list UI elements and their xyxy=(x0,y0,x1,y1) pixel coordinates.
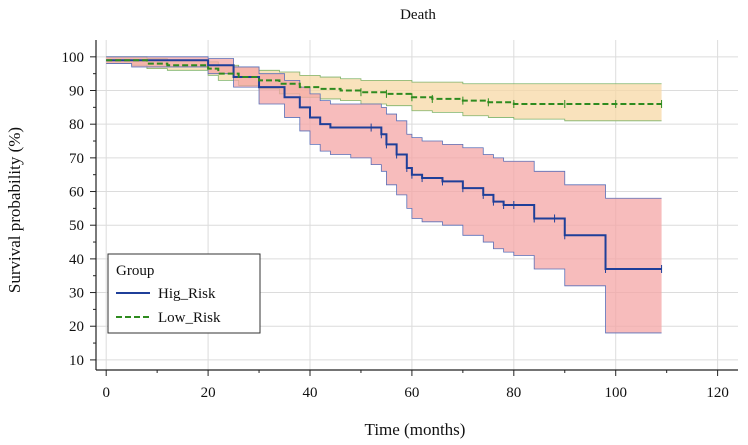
chart-title: Death xyxy=(400,7,436,23)
x-tick-label: 60 xyxy=(404,385,419,401)
y-tick-label: 100 xyxy=(62,50,85,66)
y-tick-label: 10 xyxy=(69,353,84,369)
legend-title: Group xyxy=(116,263,154,279)
x-tick-label: 0 xyxy=(102,385,110,401)
ci-lower-hig-risk xyxy=(106,63,662,334)
x-tick-label: 20 xyxy=(201,385,216,401)
series-line-low-risk xyxy=(106,59,662,105)
survival-lines xyxy=(106,59,663,273)
y-tick-label: 70 xyxy=(69,151,84,167)
legend-label-low-risk: Low_Risk xyxy=(158,310,221,326)
x-tick-label: 40 xyxy=(303,385,318,401)
legend-label-hig-risk: Hig_Risk xyxy=(158,286,216,302)
x-tick-label: 100 xyxy=(604,385,627,401)
y-tick-label: 30 xyxy=(69,286,84,302)
ci-band-hig-risk xyxy=(106,56,662,333)
y-tick-label: 80 xyxy=(69,117,84,133)
y-axis-title: Survival probability (%) xyxy=(5,127,24,293)
legend: Group Hig_Risk Low_Risk xyxy=(107,253,261,334)
ci-upper-hig-risk xyxy=(106,56,662,199)
series-line-hig-risk xyxy=(106,59,662,270)
y-tick-label: 60 xyxy=(69,185,84,201)
x-axis-title: Time (months) xyxy=(365,420,466,439)
y-tick-label: 40 xyxy=(69,252,84,268)
axes: 0 20 40 60 80 100 120 10 20 30 40 50 60 70 80 90 100 xyxy=(62,40,738,401)
y-tick-label: 50 xyxy=(69,218,84,234)
y-tick-label: 90 xyxy=(69,84,84,100)
x-tick-label: 120 xyxy=(706,385,729,401)
y-tick-label: 20 xyxy=(69,319,84,335)
x-tick-label: 80 xyxy=(506,385,521,401)
